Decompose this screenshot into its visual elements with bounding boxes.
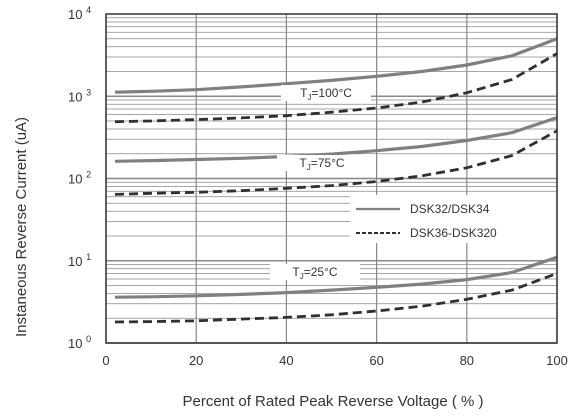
temperature-annotation: TJ=25°C — [292, 265, 337, 281]
series-line — [114, 255, 558, 299]
y-tick-label: 10 3 — [68, 87, 91, 104]
legend-box — [350, 195, 556, 243]
x-tick-labels: 0 20 40 60 80 100 — [102, 353, 567, 368]
y-tick-label: 10 2 — [68, 170, 91, 187]
series-layer — [114, 37, 558, 324]
x-tick-label: 20 — [189, 353, 203, 368]
y-tick-label: 10 0 — [68, 334, 91, 351]
legend-label-solid: DSK32/DSK34 — [410, 202, 490, 216]
y-tick-label: 10 1 — [68, 252, 91, 269]
legend-label-dashed: DSK36-DSK320 — [410, 226, 497, 240]
x-tick-label: 40 — [279, 353, 293, 368]
series-line — [114, 37, 558, 94]
annotation-background — [277, 155, 367, 171]
y-tick-labels: 10 0 10 1 10 2 10 3 10 4 — [68, 5, 91, 351]
y-tick-label: 10 4 — [68, 5, 91, 22]
temperature-annotations: TJ=100°C TJ=75°C TJ=25°C — [270, 85, 371, 281]
series-line — [114, 52, 558, 124]
temperature-annotation: TJ=75°C — [299, 156, 344, 172]
series-line — [114, 129, 558, 196]
series-line — [114, 272, 558, 324]
legend: DSK32/DSK34 DSK36-DSK320 — [350, 195, 556, 243]
x-axis-title: Percent of Rated Peak Reverse Voltage ( … — [183, 393, 484, 410]
y-axis-title: Instaneous Reverse Current (uA) — [13, 117, 30, 337]
series-line — [114, 116, 558, 163]
x-tick-label: 80 — [460, 353, 474, 368]
annotation-background — [281, 85, 371, 101]
temperature-annotation: TJ=100°C — [300, 86, 352, 102]
x-tick-label: 100 — [546, 353, 568, 368]
x-tick-label: 60 — [369, 353, 383, 368]
x-tick-label: 0 — [102, 353, 109, 368]
annotation-background — [270, 264, 360, 280]
plot-frame — [105, 13, 558, 344]
